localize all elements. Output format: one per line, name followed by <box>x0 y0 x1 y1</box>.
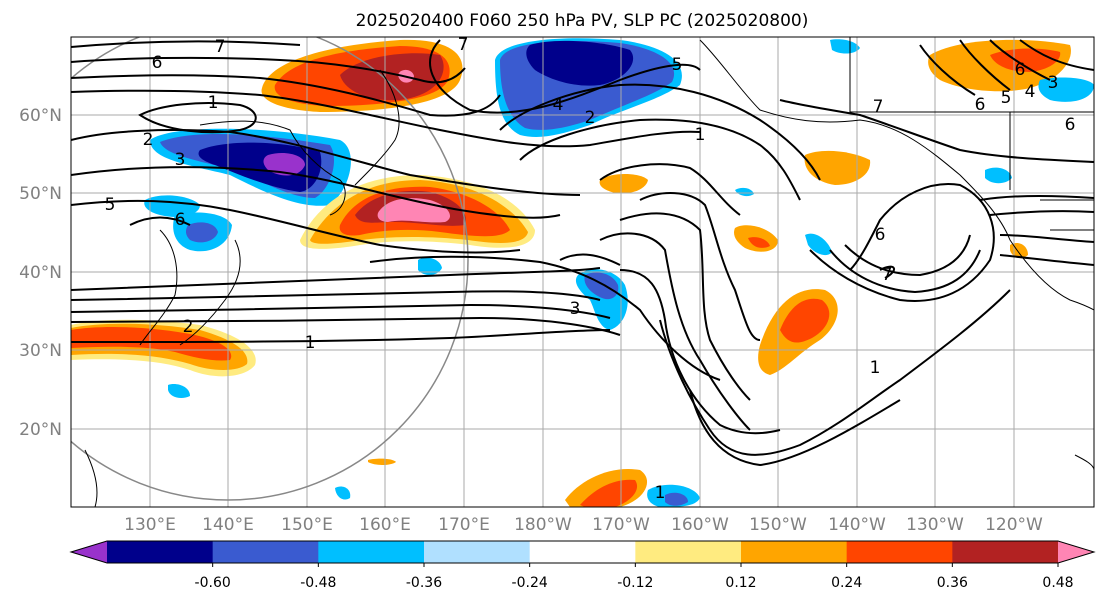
lat-label: 30°N <box>19 341 62 361</box>
colorbar-bin <box>424 541 531 563</box>
contour-label: 1 <box>305 333 316 353</box>
lon-label: 160°E <box>359 515 411 535</box>
lon-label: 120°W <box>985 515 1043 535</box>
contour-label: 1 <box>208 93 219 113</box>
colorbar-tick-label: -0.24 <box>512 575 548 591</box>
colorbar-tick-label: -0.12 <box>617 575 653 591</box>
contour-label-group: 7 6 1 2 3 5 6 5 4 2 1 7 6 6 7 3 1 2 1 1 … <box>105 35 1076 503</box>
contour-label: 1 <box>695 125 706 145</box>
colorbar-extend-low <box>71 541 107 563</box>
lon-label: 140°E <box>202 515 254 535</box>
contour-label: 6 <box>1015 60 1026 80</box>
colorbar-tick-label: 0.24 <box>831 575 862 591</box>
longitude-labels: 130°E 140°E 150°E 160°E 170°E 180°W 170°… <box>124 515 1043 535</box>
colorbar-tick-label: -0.60 <box>195 575 231 591</box>
contour-label: 3 <box>175 150 186 170</box>
contour-label: 3 <box>570 299 581 319</box>
range-circle <box>71 37 469 501</box>
slp-contours <box>71 39 1094 467</box>
colorbar-bin <box>529 541 636 563</box>
contour-label: 6 <box>152 53 163 73</box>
colorbar-tick-label: -0.36 <box>406 575 442 591</box>
map-frame <box>70 36 1095 508</box>
colorbar-bin <box>846 541 953 563</box>
lon-label: 170°W <box>592 515 650 535</box>
lon-label: 130°W <box>906 515 964 535</box>
colorbar-bin <box>212 541 319 563</box>
figure-title: 2025020400 F060 250 hPa PV, SLP PC (2025… <box>356 11 809 31</box>
pv-anomaly-fill <box>71 38 1094 507</box>
contour-label: 5 <box>672 55 683 75</box>
latitude-labels: 60°N 50°N 40°N 30°N 20°N <box>19 106 62 440</box>
colorbar <box>69 540 1096 567</box>
colorbar-bin <box>635 541 742 563</box>
lon-label: 170°E <box>438 515 490 535</box>
contour-label: 2 <box>585 108 596 128</box>
contour-label: 6 <box>175 210 186 230</box>
colorbar-tick-label: 0.36 <box>937 575 968 591</box>
contour-label: 7 <box>882 265 893 285</box>
contour-label: 1 <box>655 483 666 503</box>
colorbar-tick-label: -0.48 <box>300 575 336 591</box>
contour-label: 4 <box>553 95 564 115</box>
contour-label: 7 <box>458 35 469 55</box>
contour-label: 5 <box>1001 88 1012 108</box>
colorbar-bin <box>741 541 848 563</box>
lat-label: 50°N <box>19 184 62 204</box>
colorbar-extend-high <box>1058 541 1094 563</box>
contour-label: 2 <box>183 317 194 337</box>
lon-label: 180°W <box>514 515 572 535</box>
colorbar-tick-label: 0.12 <box>725 575 756 591</box>
contour-label: 2 <box>143 130 154 150</box>
lon-label: 160°W <box>671 515 729 535</box>
lat-label: 60°N <box>19 106 62 126</box>
contour-label: 4 <box>1025 82 1036 102</box>
lon-label: 150°W <box>749 515 807 535</box>
lat-label: 20°N <box>19 420 62 440</box>
contour-label: 1 <box>870 358 881 378</box>
contour-label: 6 <box>875 225 886 245</box>
contour-label: 7 <box>215 37 226 57</box>
contour-label: 5 <box>105 195 116 215</box>
lon-label: 130°E <box>124 515 176 535</box>
contour-label: 3 <box>1048 73 1059 93</box>
colorbar-outline <box>69 540 1096 564</box>
colorbar-tick-label: 0.48 <box>1042 575 1073 591</box>
colorbar-bin <box>952 541 1059 563</box>
colorbar-bin <box>318 541 425 563</box>
contour-label: 6 <box>975 95 986 115</box>
colorbar-ticks: -0.60 -0.48 -0.36 -0.24 -0.12 0.12 0.24 0.36 0.4… <box>195 575 1074 591</box>
colorbar-bin <box>107 541 214 563</box>
lat-label: 40°N <box>19 263 62 283</box>
lon-label: 140°W <box>828 515 886 535</box>
lon-label: 150°E <box>281 515 333 535</box>
contour-label: 7 <box>873 97 884 117</box>
contour-label: 6 <box>1065 115 1076 135</box>
